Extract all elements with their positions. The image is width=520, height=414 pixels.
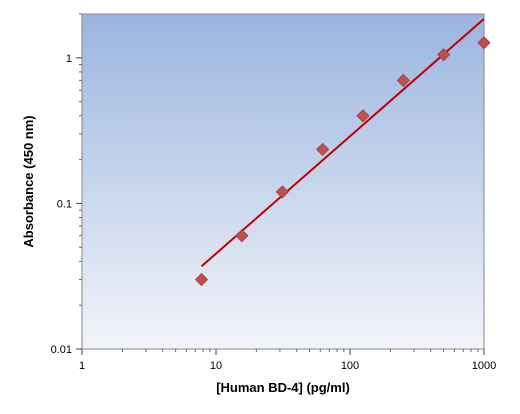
y-axis-label: Absorbance (450 nm): [21, 115, 36, 247]
x-tick-label: 1000: [472, 360, 496, 372]
x-tick-label: 10: [210, 360, 222, 372]
data-point: [194, 272, 209, 287]
data-points-layer: [194, 36, 491, 287]
data-point: [396, 73, 410, 87]
x-axis-label: [Human BD-4] (pg/ml): [216, 380, 350, 395]
plot-area: [81, 13, 485, 350]
x-tick-label: 100: [341, 360, 359, 372]
x-tick-label: 1: [79, 360, 85, 372]
data-point: [477, 36, 491, 50]
x-axis: 1 10 100 1000: [79, 349, 496, 372]
data-point: [356, 109, 370, 123]
fit-line: [200, 18, 485, 268]
data-point: [437, 48, 451, 62]
data-point: [235, 229, 249, 243]
data-point: [275, 185, 289, 199]
y-axis: 0.01 0.1 1: [51, 13, 82, 356]
y-tick-label: 0.1: [57, 198, 72, 210]
y-tick-label: 1: [66, 53, 72, 65]
fit-line-layer: [200, 18, 485, 268]
y-tick-label: 0.01: [51, 344, 72, 356]
data-point: [316, 142, 330, 156]
